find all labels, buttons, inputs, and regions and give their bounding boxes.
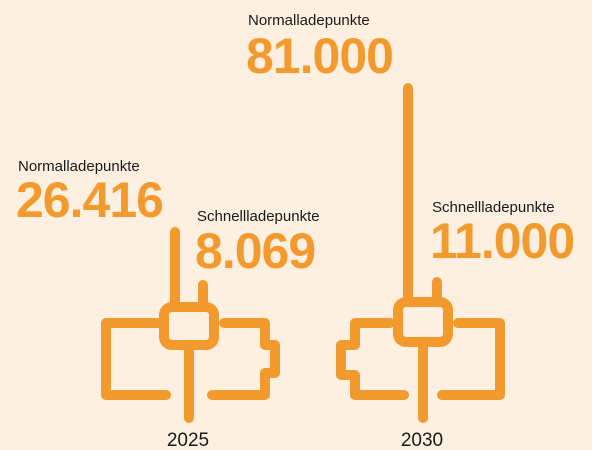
label: Normalladepunkte — [18, 158, 140, 175]
plug-icon-2030 — [336, 83, 505, 423]
value: 26.416 — [16, 172, 163, 228]
value: 81.000 — [246, 28, 393, 84]
value: 11.000 — [430, 213, 574, 269]
label: Schnellladepunkte — [197, 208, 320, 225]
year-label: 2025 — [167, 430, 209, 450]
year-label: 2030 — [401, 430, 443, 450]
label: Normalladepunkte — [248, 12, 370, 29]
label: Schnellladepunkte — [432, 199, 555, 216]
plug-icon-2025 — [101, 227, 280, 423]
value: 8.069 — [195, 223, 315, 279]
